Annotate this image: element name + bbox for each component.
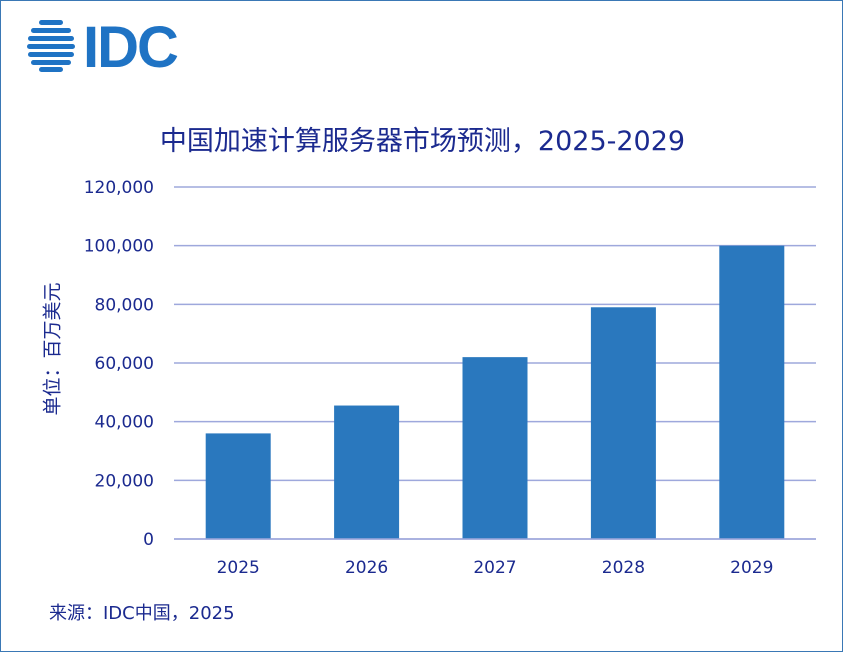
logo-wordmark: IDC [83,17,178,73]
source-note: 来源：IDC中国，2025 [49,603,235,624]
x-tick-label: 2026 [345,558,388,578]
y-tick-label: 120,000 [84,178,154,198]
x-tick-label: 2025 [217,558,260,578]
bar [205,433,271,539]
y-tick-label: 60,000 [95,354,154,374]
bar [462,357,528,539]
y-tick-label: 80,000 [95,295,154,315]
bar [590,307,656,539]
x-tick-label: 2029 [730,558,773,578]
y-tick-label: 100,000 [84,237,154,257]
y-tick-label: 20,000 [95,471,154,491]
chart-title: 中国加速计算服务器市场预测，2025-2029 [159,126,686,157]
globe-icon [27,20,75,72]
bar [334,405,400,539]
x-tick-label: 2027 [473,558,516,578]
y-tick-label: 40,000 [95,413,154,433]
y-tick-label: 0 [143,530,154,550]
idc-logo: IDC [27,17,180,73]
bar [719,245,785,539]
x-tick-label: 2028 [602,558,645,578]
